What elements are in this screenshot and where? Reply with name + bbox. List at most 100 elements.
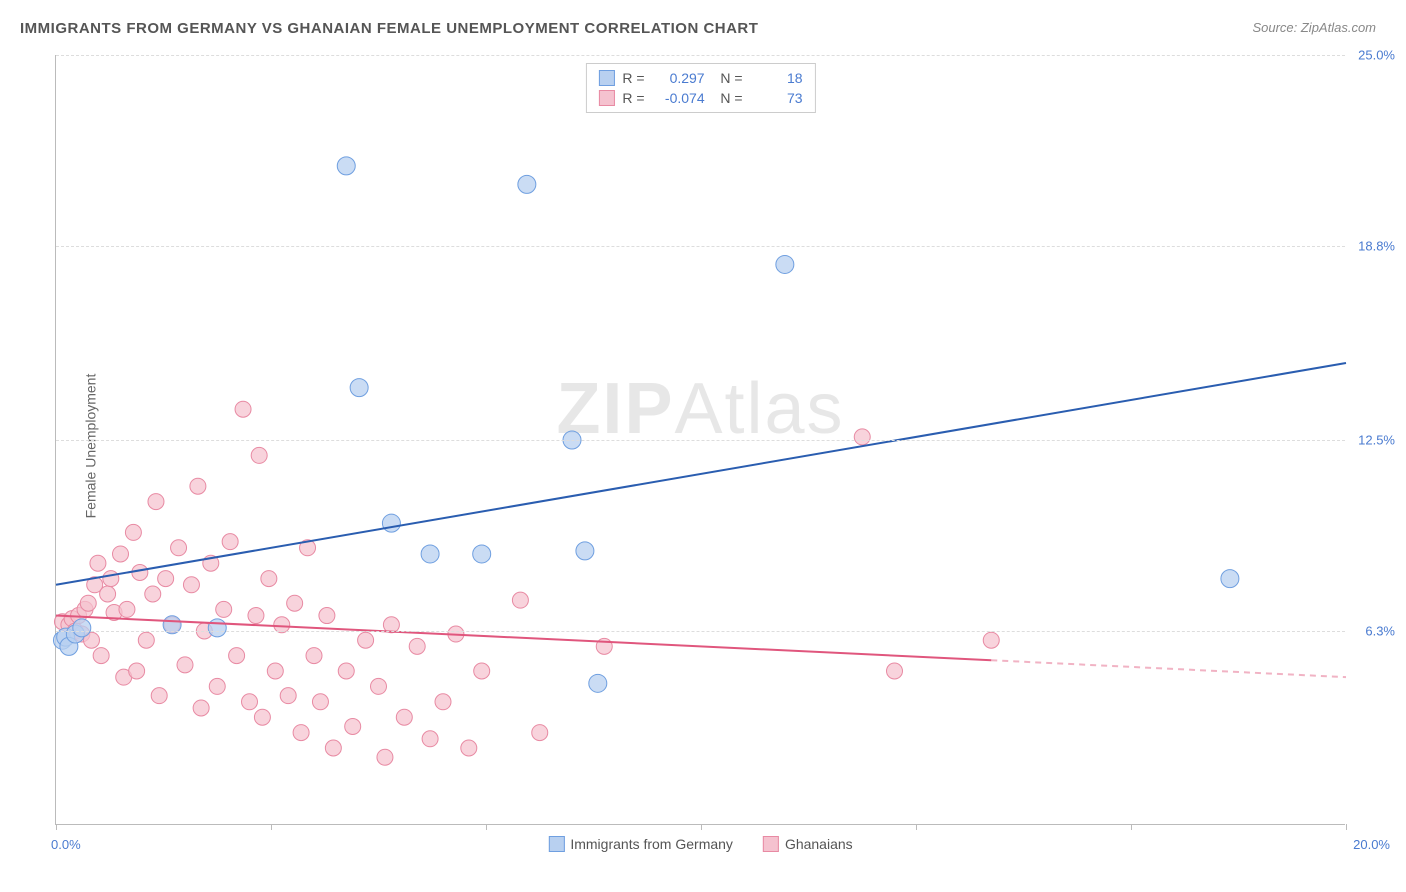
data-point — [119, 601, 135, 617]
data-point — [158, 571, 174, 587]
data-point — [382, 514, 400, 532]
data-point — [377, 749, 393, 765]
series-legend: Immigrants from Germany Ghanaians — [548, 836, 852, 852]
legend-swatch — [763, 836, 779, 852]
stat-r-label: R = — [622, 70, 644, 86]
y-tick-label: 25.0% — [1358, 48, 1395, 63]
data-point — [421, 545, 439, 563]
data-point — [358, 632, 374, 648]
chart-title: IMMIGRANTS FROM GERMANY VS GHANAIAN FEMA… — [20, 20, 758, 37]
data-point — [461, 740, 477, 756]
x-max-label: 20.0% — [1353, 837, 1390, 852]
data-point — [293, 725, 309, 741]
trend-line — [56, 616, 991, 661]
stat-r-value: 0.297 — [653, 70, 705, 86]
data-point — [254, 709, 270, 725]
stats-legend-row: R =0.297 N =18 — [598, 68, 802, 88]
x-tick — [486, 824, 487, 830]
legend-item: Immigrants from Germany — [548, 836, 733, 852]
data-point — [129, 663, 145, 679]
x-min-label: 0.0% — [51, 837, 81, 852]
trend-line-extrapolated — [991, 660, 1346, 677]
data-point — [145, 586, 161, 602]
data-point — [325, 740, 341, 756]
data-point — [589, 674, 607, 692]
data-point — [267, 663, 283, 679]
data-point — [248, 608, 264, 624]
x-tick — [916, 824, 917, 830]
x-tick — [271, 824, 272, 830]
data-point — [73, 619, 91, 637]
data-point — [396, 709, 412, 725]
data-point — [190, 478, 206, 494]
data-point — [216, 601, 232, 617]
data-point — [887, 663, 903, 679]
y-tick-label: 12.5% — [1358, 433, 1395, 448]
data-point — [319, 608, 335, 624]
data-point — [103, 571, 119, 587]
data-point — [854, 429, 870, 445]
data-point — [125, 524, 141, 540]
data-point — [473, 545, 491, 563]
stat-r-value: -0.074 — [653, 90, 705, 106]
data-point — [337, 157, 355, 175]
data-point — [183, 577, 199, 593]
legend-label: Ghanaians — [785, 836, 853, 852]
data-point — [148, 494, 164, 510]
gridline — [56, 246, 1345, 247]
data-point — [209, 678, 225, 694]
y-tick-label: 18.8% — [1358, 238, 1395, 253]
data-point — [409, 638, 425, 654]
data-point — [518, 175, 536, 193]
stats-legend-row: R = -0.074 N = 73 — [598, 88, 802, 108]
data-point — [235, 401, 251, 417]
data-point — [776, 255, 794, 273]
gridline — [56, 440, 1345, 441]
data-point — [251, 447, 267, 463]
stats-legend: R =0.297 N =18R =-0.074 N =73 — [585, 63, 815, 113]
legend-swatch — [598, 70, 614, 86]
data-point — [371, 678, 387, 694]
x-tick — [56, 824, 57, 830]
data-point — [280, 688, 296, 704]
data-point — [171, 540, 187, 556]
data-point — [100, 586, 116, 602]
data-point — [312, 694, 328, 710]
data-point — [193, 700, 209, 716]
gridline — [56, 631, 1345, 632]
data-point — [90, 555, 106, 571]
data-point — [208, 619, 226, 637]
data-point — [1221, 570, 1239, 588]
data-point — [422, 731, 438, 747]
stat-r-label: R = — [622, 90, 644, 106]
stat-n-label: N = — [713, 90, 743, 106]
data-point — [113, 546, 129, 562]
data-point — [132, 564, 148, 580]
x-tick — [1131, 824, 1132, 830]
data-point — [229, 648, 245, 664]
data-point — [532, 725, 548, 741]
stat-n-value: 73 — [751, 90, 803, 106]
data-point — [338, 663, 354, 679]
trend-line — [56, 363, 1346, 585]
data-point — [177, 657, 193, 673]
stat-n-label: N = — [713, 70, 743, 86]
legend-swatch — [598, 90, 614, 106]
data-point — [576, 542, 594, 560]
data-point — [151, 688, 167, 704]
plot-area: ZIPAtlas R =0.297 N =18R =-0.074 N =73 0… — [55, 55, 1345, 825]
data-point — [261, 571, 277, 587]
legend-label: Immigrants from Germany — [570, 836, 733, 852]
source-label: Source: ZipAtlas.com — [1252, 20, 1376, 35]
data-point — [287, 595, 303, 611]
data-point — [350, 379, 368, 397]
data-point — [138, 632, 154, 648]
data-point — [512, 592, 528, 608]
y-tick-label: 6.3% — [1365, 623, 1395, 638]
data-point — [435, 694, 451, 710]
data-point — [93, 648, 109, 664]
x-tick — [1346, 824, 1347, 830]
legend-item: Ghanaians — [763, 836, 853, 852]
data-point — [80, 595, 96, 611]
data-point — [222, 534, 238, 550]
